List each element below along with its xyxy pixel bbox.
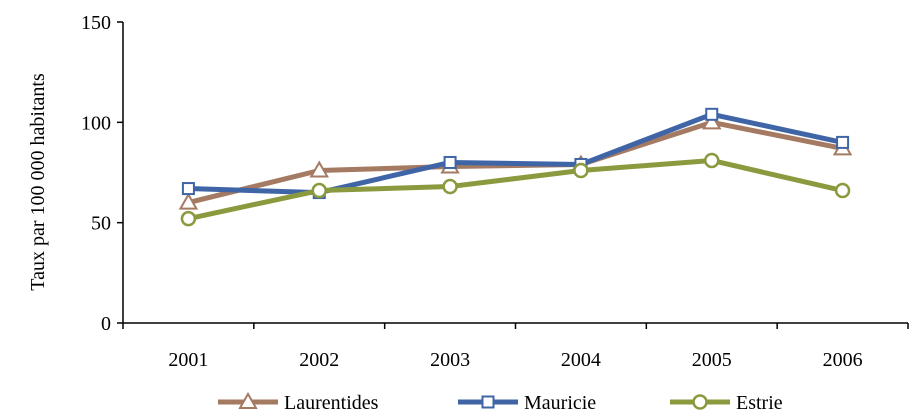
series-layer (178, 107, 853, 227)
y-tick-label: 150 (81, 12, 111, 34)
series-line-mauricie (185, 111, 846, 196)
circle-marker (180, 210, 197, 227)
triangle-marker (309, 160, 329, 178)
legend-item-mauricie: Mauricie (458, 392, 596, 414)
square-marker (481, 395, 495, 409)
x-tick-label: 2005 (692, 349, 732, 371)
series-mauricie (181, 107, 850, 200)
x-tick-label: 2006 (823, 349, 863, 371)
circle-marker (573, 162, 589, 179)
triangle-marker (178, 192, 199, 210)
y-tick-label: 0 (101, 313, 111, 335)
circle-marker (834, 182, 851, 199)
legend-label: Laurentides (284, 392, 379, 414)
y-axis-title: Taux par 100 000 habitants (27, 73, 49, 291)
x-tick-label: 2003 (430, 349, 470, 371)
square-marker (443, 155, 457, 169)
legend-label: Estrie (736, 392, 783, 414)
axes: 0 50 100 150 2001 2002 2003 2004 2005 2006 (81, 12, 909, 371)
x-tick-label: 2002 (299, 349, 339, 371)
legend-label: Mauricie (524, 392, 596, 414)
circle-marker (311, 182, 327, 199)
square-marker (836, 135, 850, 149)
x-tick-label: 2004 (561, 349, 601, 371)
series-line-estrie (185, 157, 846, 222)
legend: Laurentides Mauricie Estrie (218, 391, 783, 414)
x-tick-label: 2001 (168, 349, 208, 371)
square-marker (181, 182, 195, 196)
circle-marker (442, 178, 458, 195)
circle-marker (704, 152, 720, 169)
legend-item-estrie: Estrie (670, 392, 783, 414)
y-tick-label: 100 (81, 112, 111, 134)
series-estrie (180, 152, 851, 227)
circle-marker (692, 394, 708, 410)
y-tick-label: 50 (91, 213, 111, 235)
triangle-marker (238, 391, 258, 409)
legend-item-laurentides: Laurentides (218, 391, 379, 414)
square-marker (705, 107, 719, 121)
triangle-marker (702, 112, 722, 130)
